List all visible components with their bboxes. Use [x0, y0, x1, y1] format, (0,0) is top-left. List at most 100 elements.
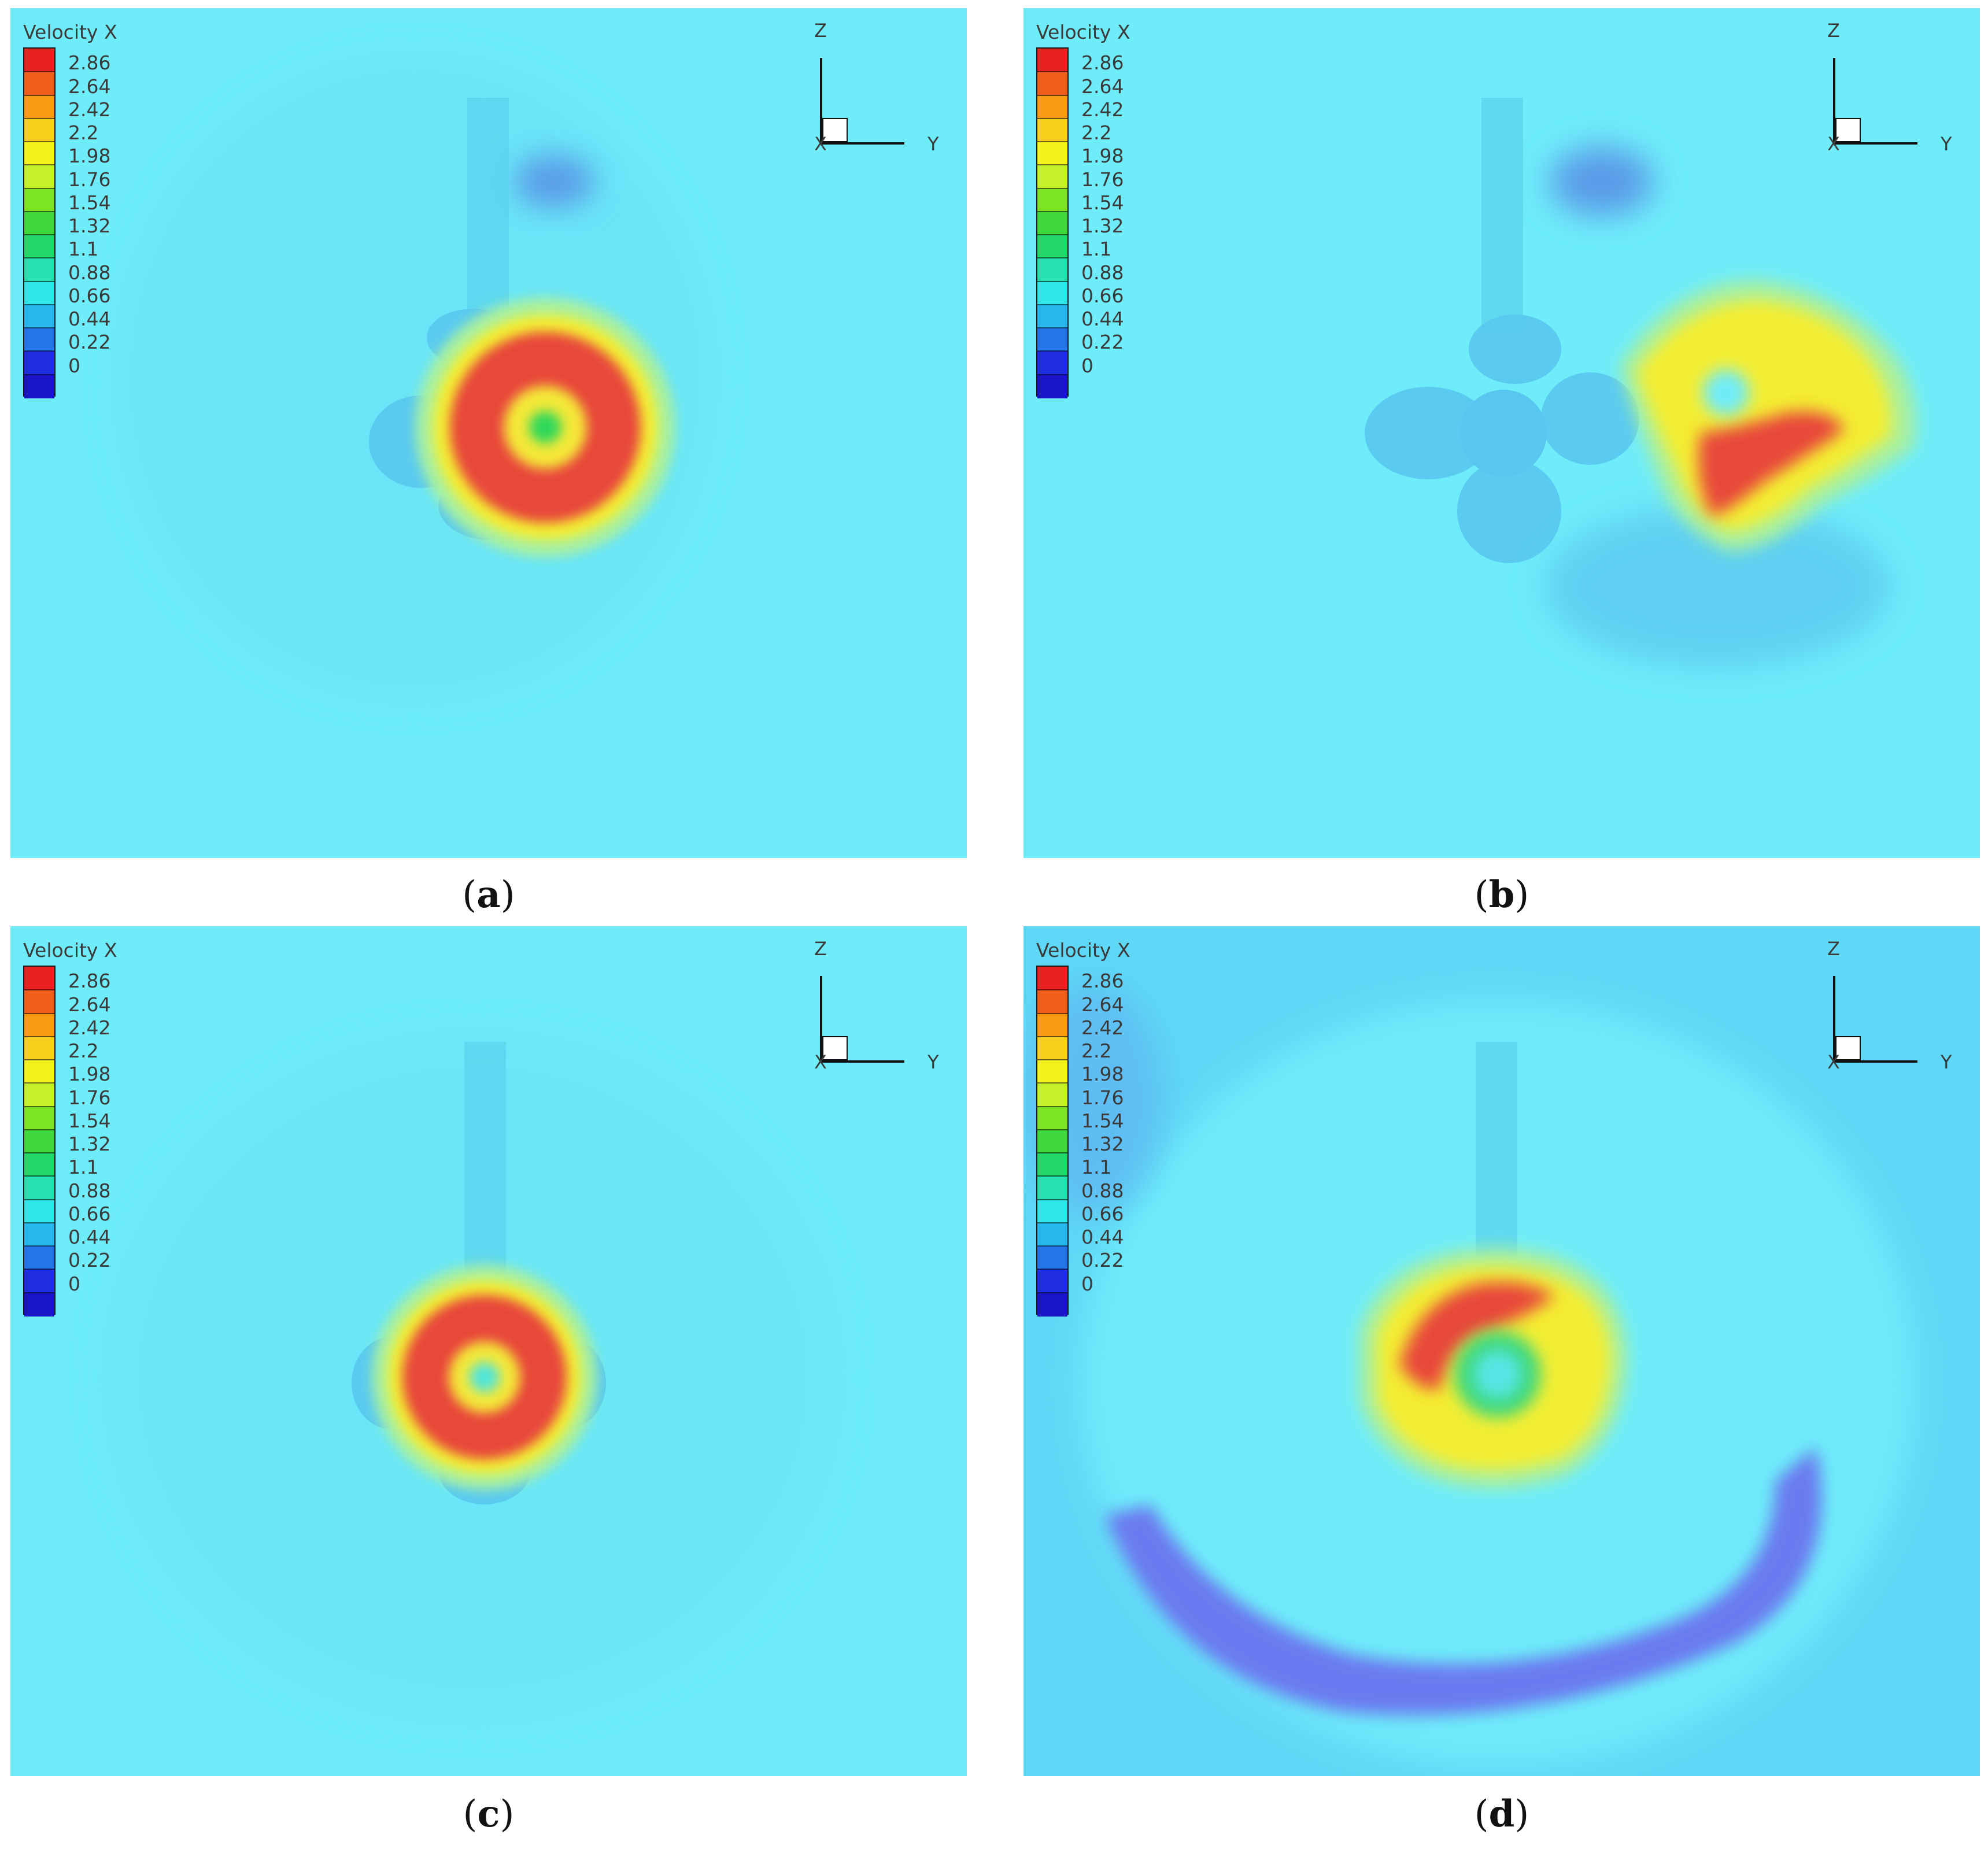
axis-triad: Z X Y — [1827, 938, 1972, 1073]
colorbar-band — [24, 1176, 54, 1200]
colorbar-separator — [24, 304, 54, 305]
colorbar-band — [24, 281, 54, 305]
colorbar-separator — [24, 350, 54, 352]
colorbar-tick-label: 0.22 — [68, 1249, 111, 1272]
colorbar-separator — [1037, 1129, 1067, 1130]
colorbar-separator — [24, 1129, 54, 1130]
colorbar-separator — [24, 141, 54, 143]
panel-c: Velocity X 2.86 2.64 2.42 2.2 1.98 1.76 1.54 1.… — [10, 926, 967, 1776]
colorbar-separator — [1037, 1222, 1067, 1223]
panel-d: Velocity X 2.86 2.64 2.42 2.2 1.98 1.76 1.54 1.… — [1023, 926, 1980, 1776]
colorbar-band — [1037, 281, 1067, 305]
colorbar-band — [24, 1129, 54, 1154]
colorbar-tick-label: 0 — [68, 1272, 80, 1295]
colorbar-separator — [24, 164, 54, 166]
colorbar-tick-label: 0.22 — [1081, 331, 1124, 354]
caption-d: (d) — [1474, 1792, 1529, 1836]
legend-title: Velocity X — [23, 939, 117, 962]
colorbar-tick-label: 0.44 — [1081, 1226, 1124, 1249]
colorbar-separator — [1037, 1082, 1067, 1084]
colorbar-separator — [24, 1199, 54, 1200]
colorbar-separator — [24, 989, 54, 991]
caption-b: (b) — [1474, 873, 1529, 916]
axis-label-z: Z — [814, 938, 827, 960]
colorbar-band — [24, 1036, 54, 1061]
colorbar-tick-label: 0 — [1081, 1272, 1093, 1295]
colorbar-band — [1037, 95, 1067, 119]
colorbar-separator — [1037, 280, 1067, 282]
colorbar-band — [1037, 1269, 1067, 1293]
colorbar-tick-label: 1.32 — [68, 215, 111, 238]
colorbar-band — [1037, 165, 1067, 189]
colorbar-tick-label: 1.98 — [68, 1063, 111, 1086]
colorbar-tick-label: 0.88 — [1081, 1179, 1124, 1202]
colorbar-band — [1037, 1199, 1067, 1223]
colorbar-tick-label: 1.76 — [68, 1086, 111, 1109]
colorbar-separator — [24, 210, 54, 212]
colorbar-tick-label: 2.86 — [1081, 970, 1124, 993]
colorbar-band — [24, 1106, 54, 1130]
colorbar-band — [24, 967, 54, 991]
colorbar-band — [1037, 967, 1067, 991]
colorbar-band — [1037, 328, 1067, 352]
colorbar-band — [1037, 1129, 1067, 1154]
colorbar — [23, 966, 56, 1317]
colorbar-band — [24, 188, 54, 212]
colorbar-separator — [1037, 141, 1067, 143]
colorbar-separator — [24, 1175, 54, 1177]
axis-label-z: Z — [1827, 938, 1840, 960]
colorbar-tick-label: 1.54 — [68, 191, 111, 214]
colorbar-tick-label: 0.22 — [1081, 1249, 1124, 1272]
colorbar-separator — [1037, 327, 1067, 329]
colorbar-separator — [1037, 164, 1067, 166]
colorbar-tick-label: 2.42 — [1081, 1016, 1124, 1039]
colorbar-tick-label: 2.42 — [1081, 98, 1124, 121]
colorbar-tick-label: 2.86 — [68, 970, 111, 993]
colorbar-tick-label: 1.98 — [1081, 145, 1124, 168]
colorbar-separator — [24, 94, 54, 96]
colorbar-separator — [1037, 257, 1067, 259]
colorbar-tick-label: 2.64 — [1081, 75, 1124, 98]
colorbar-band — [1037, 351, 1067, 375]
colorbar-separator — [24, 1059, 54, 1061]
colorbar-separator — [24, 1105, 54, 1107]
colorbar-separator — [1037, 1012, 1067, 1014]
colorbar-tick-label: 0.88 — [68, 261, 111, 284]
axis-label-x: X — [814, 1051, 827, 1073]
colorbar-tick-label: 0.88 — [68, 1179, 111, 1202]
colorbar-band — [1037, 235, 1067, 259]
colorbar-separator — [1037, 210, 1067, 212]
colorbar-separator — [1037, 117, 1067, 119]
colorbar-tick-label: 1.54 — [68, 1109, 111, 1132]
colorbar-tick-label: 2.2 — [68, 1040, 99, 1063]
colorbar-separator — [1037, 1059, 1067, 1061]
caption-c: (c) — [463, 1792, 515, 1836]
colorbar-tick-label: 1.76 — [1081, 168, 1124, 191]
colorbar-separator — [24, 1245, 54, 1247]
colorbar-band — [1037, 1246, 1067, 1270]
colorbar-tick-label: 2.2 — [68, 121, 99, 145]
colorbar-band — [24, 351, 54, 375]
colorbar-separator — [24, 234, 54, 236]
colorbar-separator — [1037, 1175, 1067, 1177]
colorbar-separator — [24, 374, 54, 375]
axis-triad: Z X Y — [814, 938, 959, 1073]
colorbar-tick-label: 0.22 — [68, 331, 111, 354]
colorbar-separator — [24, 1222, 54, 1223]
colorbar-band — [24, 95, 54, 119]
colorbar-tick-label: 1.1 — [1081, 1156, 1112, 1179]
colorbar-band — [1037, 142, 1067, 166]
colorbar-separator — [1037, 71, 1067, 73]
colorbar-band — [1037, 188, 1067, 212]
colorbar-separator — [24, 187, 54, 189]
colorbar-tick-label: 0.66 — [68, 1202, 111, 1225]
colorbar-band — [24, 1153, 54, 1177]
colorbar-band — [24, 304, 54, 329]
axis-label-y: Y — [928, 133, 939, 155]
colorbar-tick-label: 0.66 — [68, 284, 111, 307]
colorbar-tick-label: 2.2 — [1081, 1040, 1112, 1063]
colorbar-separator — [1037, 234, 1067, 236]
colorbar-separator — [1037, 1105, 1067, 1107]
colorbar — [1036, 47, 1069, 398]
velocity-field-a — [10, 8, 967, 858]
